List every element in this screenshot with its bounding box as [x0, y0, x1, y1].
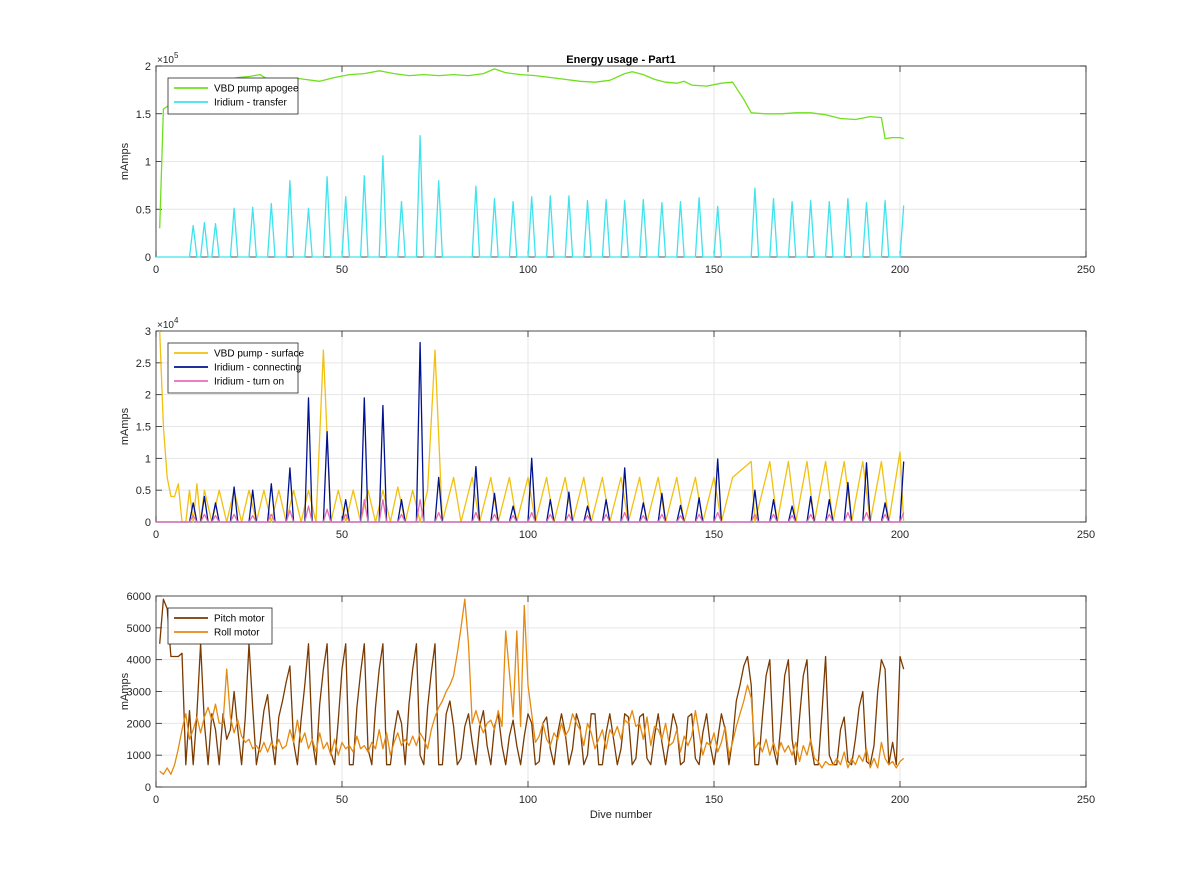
x-tick-label: 100 — [519, 529, 537, 541]
chart-title: Energy usage - Part1 — [566, 54, 675, 66]
x-tick-label: 200 — [891, 794, 909, 806]
y-tick-label: 0 — [145, 517, 151, 529]
y-tick-label: 1.5 — [136, 109, 151, 121]
x-tick-label: 250 — [1077, 264, 1095, 276]
y-tick-label: 5000 — [127, 623, 151, 635]
x-tick-label: 200 — [891, 264, 909, 276]
x-tick-label: 150 — [705, 529, 723, 541]
x-tick-label: 50 — [336, 264, 348, 276]
y-exponent-label: ×105 — [157, 51, 179, 66]
x-tick-label: 100 — [519, 264, 537, 276]
y-tick-label: 0 — [145, 782, 151, 794]
y-axis-label: mAmps — [119, 407, 131, 445]
legend: VBD pump apogee Iridium - transfer — [167, 77, 299, 115]
y-tick-label: 3000 — [127, 687, 151, 699]
legend-label: VBD pump - surface — [214, 349, 304, 360]
x-tick-label: 150 — [705, 794, 723, 806]
y-tick-label: 1000 — [127, 750, 151, 762]
x-tick-label: 250 — [1077, 794, 1095, 806]
y-tick-label: 0.5 — [136, 204, 151, 216]
legend-label: Pitch motor — [214, 614, 265, 625]
series-line-iridium-turn-on — [156, 499, 905, 523]
y-tick-label: 4000 — [127, 655, 151, 667]
legend-label: VBD pump apogee — [214, 84, 299, 95]
legend: Pitch motor Roll motor — [167, 607, 273, 645]
x-tick-label: 0 — [153, 794, 159, 806]
subplot-1: 0 50 100 150 200 250 0 0.5 1 1.5 2 ×105 mAmps Energy … — [119, 51, 1095, 276]
y-tick-label: 2.5 — [136, 358, 151, 370]
y-tick-label: 1 — [145, 453, 151, 465]
legend-box — [167, 77, 299, 115]
y-tick-label: 1.5 — [136, 422, 151, 434]
series-line-roll-motor — [159, 598, 905, 775]
legend: VBD pump - surface Iridium - connecting Ir… — [167, 342, 304, 394]
x-tick-label: 0 — [153, 529, 159, 541]
y-tick-label: 2000 — [127, 718, 151, 730]
series-line-iridium-transfer — [156, 135, 905, 258]
y-tick-label: 0.5 — [136, 485, 151, 497]
y-tick-label: 1 — [145, 157, 151, 169]
legend-box — [167, 607, 273, 645]
x-tick-label: 250 — [1077, 529, 1095, 541]
legend-label: Iridium - transfer — [214, 98, 287, 109]
series-line-vbd-pump-surface — [159, 330, 905, 523]
y-axis-label: mAmps — [119, 672, 131, 710]
x-axis-label: Dive number — [590, 809, 653, 821]
legend-label: Iridium - turn on — [214, 377, 284, 388]
subplot-2: 0 50 100 150 200 250 0 0.5 1 1.5 2 2.5 3 ×104 mAmps VBD… — [119, 316, 1095, 541]
subplot-3: 0 50 100 150 200 250 0 1000 2000 3000 4000 5000 6000… — [119, 591, 1095, 821]
x-tick-label: 0 — [153, 264, 159, 276]
y-axis-label: mAmps — [119, 142, 131, 180]
x-tick-label: 50 — [336, 794, 348, 806]
x-tick-label: 50 — [336, 529, 348, 541]
x-tick-label: 150 — [705, 264, 723, 276]
legend-label: Roll motor — [214, 628, 260, 639]
y-tick-label: 2 — [145, 61, 151, 73]
y-tick-label: 3 — [145, 326, 151, 338]
series-line-pitch-motor — [159, 598, 905, 766]
y-tick-label: 0 — [145, 252, 151, 264]
x-tick-label: 100 — [519, 794, 537, 806]
legend-label: Iridium - connecting — [214, 363, 301, 374]
legend-box — [167, 342, 299, 394]
y-tick-label: 6000 — [127, 591, 151, 603]
x-tick-label: 200 — [891, 529, 909, 541]
y-exponent-label: ×104 — [157, 316, 179, 331]
y-tick-label: 2 — [145, 390, 151, 402]
